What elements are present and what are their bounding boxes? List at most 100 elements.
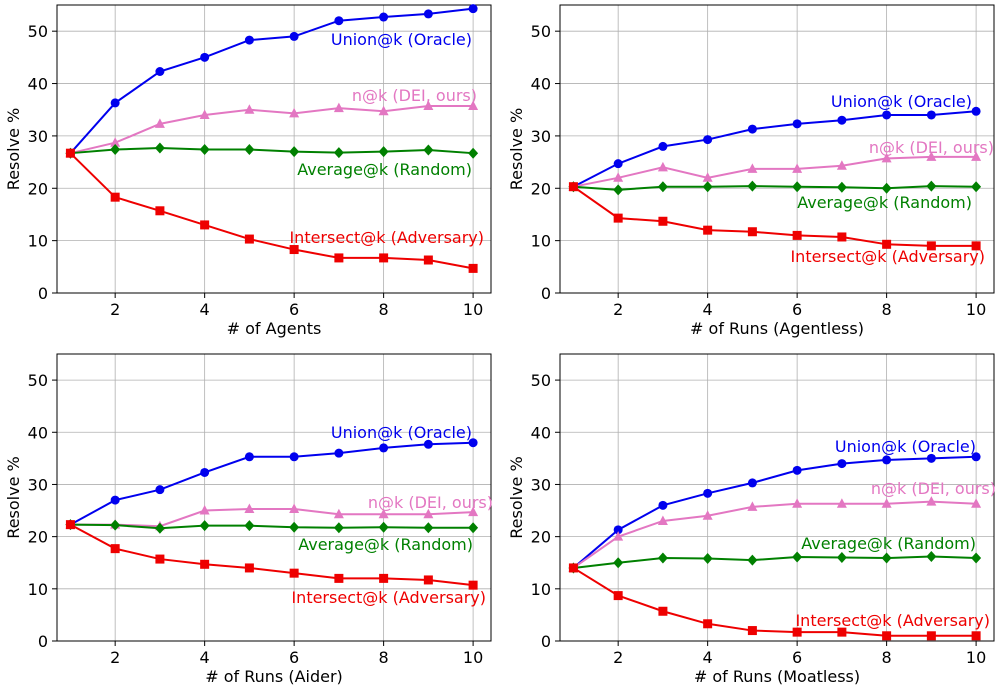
series-line — [572, 500, 977, 569]
data-point — [199, 505, 210, 515]
y-tick-label: 10 — [531, 232, 551, 251]
series-average-k-random: Average@k (Random) — [65, 519, 479, 554]
x-tick-label: 2 — [613, 648, 623, 667]
x-tick-label: 6 — [792, 648, 802, 667]
y-axis-label: Resolve % — [507, 456, 526, 538]
series-average-k-random: Average@k (Random) — [568, 180, 982, 212]
series-intersect-k-adversary: Intersect@k (Adversary) — [568, 563, 990, 641]
data-point — [703, 488, 713, 498]
data-point — [658, 216, 668, 226]
x-axis-label: # of Runs (Moatless) — [694, 667, 860, 686]
chart-panel-2: 2 4 6 8 10 0 10 20 30 40 50 # of Runs (Agentless) Re… — [507, 4, 995, 338]
data-point — [658, 141, 668, 151]
data-point — [333, 522, 344, 534]
data-point — [378, 105, 389, 116]
data-point — [65, 520, 75, 530]
data-point — [468, 522, 479, 534]
data-point — [747, 124, 757, 134]
data-point — [110, 144, 121, 156]
data-point — [200, 467, 210, 477]
series-line — [70, 105, 474, 155]
series-line — [69, 441, 474, 526]
data-point — [836, 160, 847, 170]
data-point — [154, 142, 165, 154]
x-tick-label: 2 — [110, 648, 120, 667]
x-tick-label: 10 — [966, 300, 986, 319]
data-point — [657, 181, 668, 193]
data-point — [378, 508, 389, 519]
y-tick-label: 40 — [531, 75, 551, 94]
series-label: Union@k (Oracle) — [331, 423, 472, 442]
series-line — [69, 152, 474, 270]
data-point — [971, 181, 982, 193]
data-point — [200, 52, 210, 62]
data-point — [110, 98, 120, 108]
data-point — [333, 102, 344, 113]
series-average-k-random: Average@k (Random) — [568, 534, 982, 574]
x-tick-label: 10 — [463, 648, 483, 667]
series-union-k-oracle: Union@k (Oracle) — [568, 437, 981, 573]
x-tick-label: 4 — [200, 648, 210, 667]
series-n-k-dei-ours: n@k (DEI, ours) — [65, 493, 493, 531]
data-point — [926, 550, 937, 562]
x-tick-label: 2 — [110, 300, 120, 319]
y-tick-label: 40 — [28, 75, 48, 94]
y-tick-label: 10 — [531, 580, 551, 599]
data-point — [244, 520, 255, 532]
y-tick-label: 50 — [531, 22, 551, 41]
data-point — [423, 522, 434, 534]
y-tick-label: 0 — [38, 284, 48, 303]
series-line — [572, 455, 977, 569]
y-tick-label: 0 — [541, 284, 551, 303]
data-point — [154, 522, 165, 534]
series-label: Union@k (Oracle) — [331, 30, 472, 49]
data-point — [747, 554, 758, 566]
data-point — [155, 554, 165, 564]
plot-frame — [56, 4, 492, 294]
series-label: n@k (DEI, ours) — [871, 479, 995, 498]
data-point — [613, 184, 624, 196]
data-point — [244, 563, 254, 573]
data-point — [792, 163, 803, 173]
data-point — [423, 144, 434, 156]
data-point — [334, 253, 344, 263]
data-point — [613, 525, 623, 535]
plot-frame — [559, 4, 995, 294]
data-point — [926, 631, 936, 641]
series-label: Average@k (Random) — [801, 534, 976, 553]
x-tick-label: 4 — [703, 300, 713, 319]
data-point — [155, 206, 165, 216]
series-intersect-k-adversary: Intersect@k (Adversary) — [568, 182, 985, 266]
series-label: Intersect@k (Adversary) — [291, 588, 486, 607]
data-point — [468, 100, 479, 111]
series-line — [70, 523, 474, 530]
data-point — [423, 9, 433, 19]
data-point — [200, 220, 210, 230]
data-point — [613, 159, 623, 169]
data-point — [244, 35, 254, 45]
series-line — [573, 555, 977, 569]
series-label: Union@k (Oracle) — [831, 92, 972, 111]
y-tick-label: 10 — [28, 232, 48, 251]
series-label: Intersect@k (Adversary) — [289, 228, 484, 247]
data-point — [926, 496, 937, 506]
data-point — [792, 119, 802, 129]
series-label: n@k (DEI, ours) — [352, 86, 477, 105]
y-tick-label: 30 — [28, 475, 48, 494]
data-point — [423, 508, 434, 519]
data-point — [468, 438, 478, 448]
series-line — [69, 523, 474, 587]
series-line — [70, 146, 474, 155]
y-tick-label: 20 — [531, 528, 551, 547]
y-tick-label: 50 — [28, 371, 48, 390]
data-point — [613, 557, 624, 569]
data-point — [702, 172, 713, 182]
data-point — [747, 180, 758, 192]
data-point — [289, 146, 300, 158]
y-axis-label: Resolve % — [507, 108, 526, 190]
data-point — [244, 234, 254, 244]
data-point — [971, 452, 981, 462]
data-point — [289, 568, 299, 578]
data-point — [289, 503, 300, 513]
